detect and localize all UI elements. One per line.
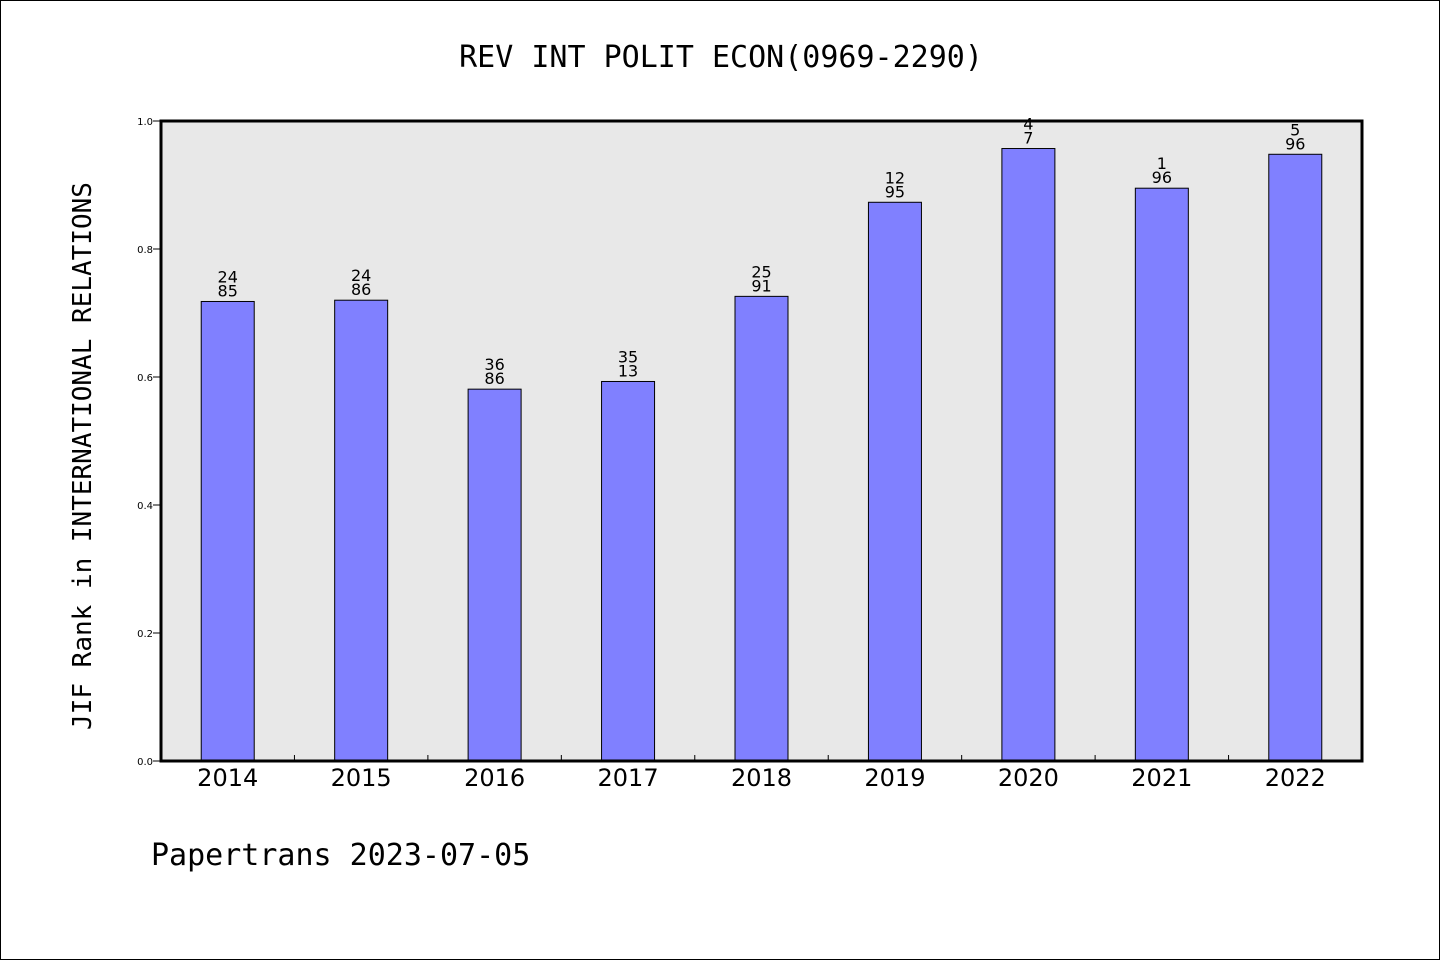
footer-credit: Papertrans 2023-07-05 xyxy=(151,838,530,873)
bar-label-rank: 5 xyxy=(1290,120,1300,139)
y-tick-label: 0.2 xyxy=(137,629,153,640)
bar-label-rank: 1 xyxy=(1157,154,1167,173)
bar xyxy=(867,201,922,762)
x-tick-label: 2020 xyxy=(998,764,1059,792)
bar-label-percentile: 13 xyxy=(618,361,638,380)
y-tick-label: 0.0 xyxy=(137,757,153,768)
bar xyxy=(1134,187,1189,762)
bar xyxy=(200,300,255,762)
x-tick-label: 2018 xyxy=(731,764,792,792)
x-tick-label: 2017 xyxy=(598,764,659,792)
bar-label-percentile: 91 xyxy=(751,276,771,295)
bar-label-rank: 36 xyxy=(484,355,504,374)
y-tick-label: 0.4 xyxy=(137,501,153,512)
bar xyxy=(334,299,389,762)
bar-label-rank: 25 xyxy=(751,262,771,281)
chart-title: REV INT POLIT ECON(0969-2290) xyxy=(459,40,983,75)
x-tick-label: 2022 xyxy=(1265,764,1326,792)
bar-label-percentile: 86 xyxy=(351,280,371,299)
x-axis: 2014 2015 2016 2017 2018 2019 2020 2021 2022 xyxy=(197,755,1326,792)
y-tick-label: 0.6 xyxy=(137,373,153,384)
bar-label-percentile: 86 xyxy=(484,369,504,388)
y-axis-label: JIF Rank in INTERNATIONAL RELATIONS xyxy=(68,182,98,730)
plot-frame xyxy=(159,119,1364,763)
x-tick-label: 2015 xyxy=(331,764,392,792)
bar-label-percentile: 96 xyxy=(1152,168,1172,187)
bar xyxy=(601,380,656,762)
bar-label-rank: 4 xyxy=(1023,115,1033,134)
x-tick-label: 2016 xyxy=(464,764,525,792)
bar-label-rank: 24 xyxy=(218,267,238,286)
y-tick-label: 1.0 xyxy=(137,117,153,128)
bar xyxy=(1001,148,1056,762)
bar-label-percentile: 7 xyxy=(1023,129,1033,148)
bar-label-rank: 12 xyxy=(885,168,905,187)
bar xyxy=(1268,153,1323,762)
bar-label-rank: 24 xyxy=(351,266,371,285)
x-tick-label: 2014 xyxy=(197,764,258,792)
bar-label-percentile: 96 xyxy=(1285,134,1305,153)
bar-label-rank: 35 xyxy=(618,347,638,366)
bar xyxy=(734,295,789,762)
y-axis: 0.0 0.2 0.4 0.6 0.8 1.0 xyxy=(137,117,161,768)
x-tick-label: 2019 xyxy=(864,764,925,792)
y-tick-label: 0.8 xyxy=(137,245,153,256)
bar-label-percentile: 85 xyxy=(218,281,238,300)
bar-label-percentile: 95 xyxy=(885,182,905,201)
x-tick-label: 2021 xyxy=(1131,764,1192,792)
bar xyxy=(467,388,522,762)
